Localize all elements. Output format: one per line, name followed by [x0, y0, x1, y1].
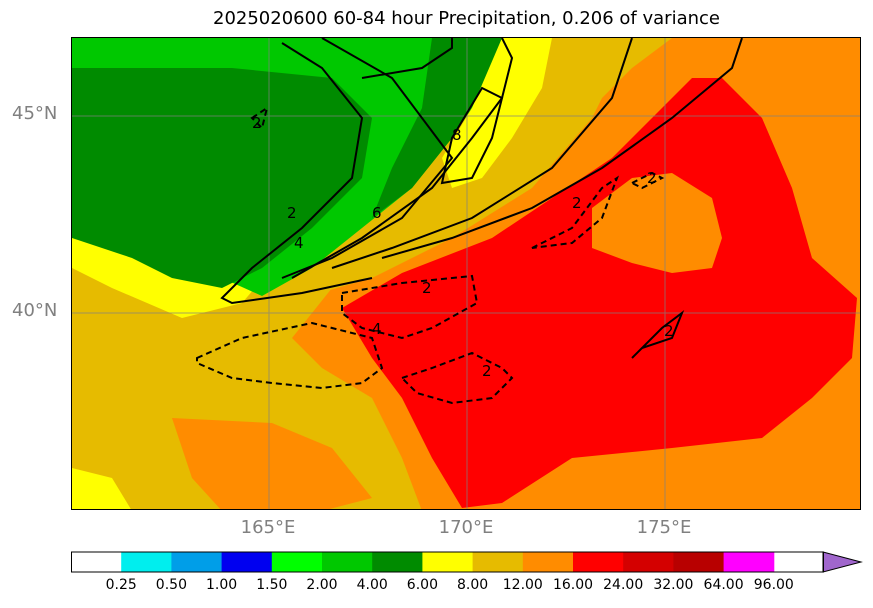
- colorbar-box: [422, 552, 474, 572]
- fill-green-dark-2: [372, 38, 502, 218]
- colorbar-label: 2.00: [306, 577, 338, 593]
- contour-label: 4: [294, 234, 304, 252]
- colorbar: [71, 551, 863, 573]
- fill-orange-island: [592, 173, 722, 273]
- colorbar-label: 96.00: [753, 577, 794, 593]
- contour-labels: 2 4 6 8 2 2 2 4 2 2 2: [252, 114, 674, 380]
- colorbar-box: [723, 552, 775, 572]
- contour-label: 2: [664, 322, 674, 340]
- contour-dashed: [196, 105, 665, 405]
- colorbar-label: 6.00: [406, 577, 438, 593]
- contour-label: 2: [482, 362, 492, 380]
- colorbar-box: [673, 552, 725, 572]
- lat-label-45n: 45°N: [12, 103, 58, 124]
- lon-label-165e: 165°E: [240, 517, 296, 538]
- colorbar-box: [372, 552, 423, 572]
- contour-label: 2: [422, 279, 432, 297]
- colorbar-box: [522, 552, 574, 572]
- lon-label-175e: 175°E: [636, 517, 692, 538]
- contour-label: 2: [252, 114, 262, 132]
- map-canvas: 2 4 6 8 2 2 2 4 2 2 2: [72, 38, 860, 509]
- fill-yellow-patch: [442, 38, 552, 188]
- colorbar-box: [573, 552, 624, 572]
- colorbar-box: [221, 552, 273, 572]
- lon-label-170e: 170°E: [438, 517, 494, 538]
- colorbar-label: 12.00: [502, 577, 543, 593]
- colorbar-label: 8.00: [457, 577, 489, 593]
- colorbar-outline: [71, 551, 824, 573]
- contour-solid: [220, 38, 743, 359]
- lat-label-40n: 40°N: [12, 300, 58, 321]
- colorbar-box: [271, 552, 323, 572]
- colorbar-label: 0.25: [105, 577, 137, 593]
- contour-label: 2: [287, 204, 297, 222]
- colorbar-label: 64.00: [703, 577, 744, 593]
- fill-yellow-sw: [72, 468, 131, 509]
- contour-label: 8: [452, 126, 462, 144]
- colorbar-label: 24.00: [603, 577, 644, 593]
- colorbar-label: 4.00: [356, 577, 388, 593]
- colorbar-box: [121, 552, 172, 572]
- colorbar-box: [322, 552, 373, 572]
- colorbar-label: 0.50: [155, 577, 187, 593]
- colorbar-label: 1.00: [206, 577, 238, 593]
- contour-label: 2: [647, 169, 657, 187]
- colorbar-extend-arrow: [822, 551, 863, 573]
- contour-label: 6: [372, 204, 382, 222]
- fill-orange-sw: [172, 418, 372, 509]
- contour-label: 2: [572, 194, 582, 212]
- colorbar-box: [472, 552, 524, 572]
- colorbar-boxes: [71, 552, 775, 572]
- precipitation-map: 2 4 6 8 2 2 2 4 2 2 2: [71, 37, 861, 510]
- colorbar-box: [171, 552, 223, 572]
- colorbar-label: 1.50: [256, 577, 288, 593]
- contour-label: 4: [372, 320, 382, 338]
- colorbar-label: 32.00: [653, 577, 694, 593]
- colorbar-box: [71, 552, 122, 572]
- colorbar-label: 16.00: [552, 577, 594, 593]
- grid-lines: [72, 38, 860, 509]
- map-title: 2025020600 60-84 hour Precipitation, 0.2…: [213, 8, 720, 29]
- colorbar-box: [623, 552, 674, 572]
